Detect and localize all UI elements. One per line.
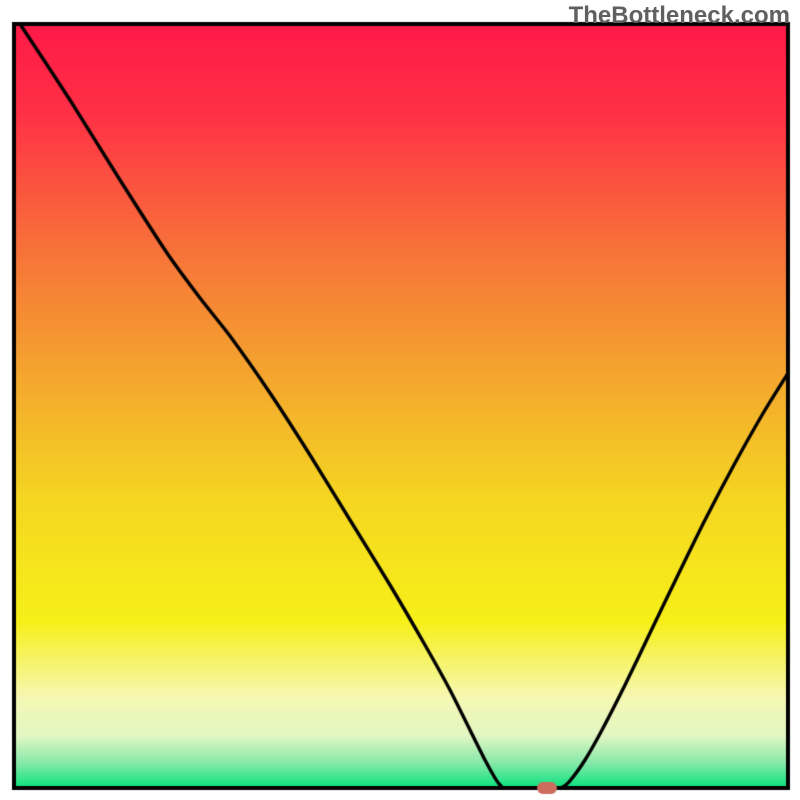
chart-canvas xyxy=(0,0,800,800)
chart-stage: TheBottleneck.com xyxy=(0,0,800,800)
